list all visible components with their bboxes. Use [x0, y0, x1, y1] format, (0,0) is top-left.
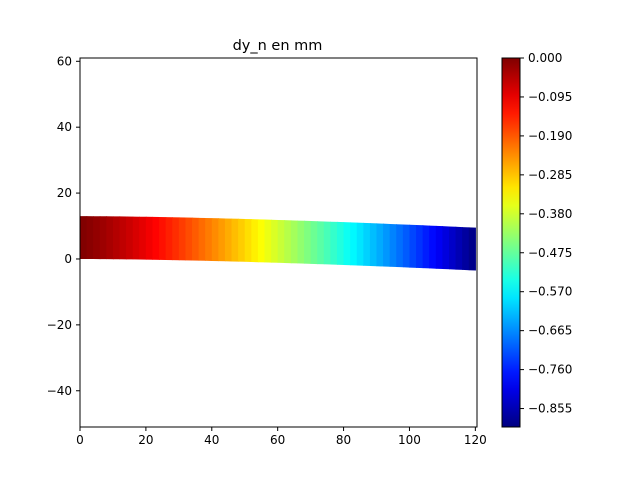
beam-cell — [251, 219, 259, 263]
plot-frame — [79, 57, 478, 428]
beam-cell — [172, 217, 180, 261]
beam-cell — [389, 223, 397, 268]
beam-cell — [277, 219, 285, 263]
x-tick-label: 0 — [76, 433, 84, 447]
beam-cell — [323, 221, 331, 265]
x-tick-label: 120 — [464, 433, 487, 447]
beam-cell — [244, 218, 252, 262]
beam-cell — [376, 223, 384, 267]
beam-cell — [231, 218, 239, 262]
beam-cell — [257, 219, 266, 263]
beam-cell — [178, 217, 187, 261]
y-tick-label: −20 — [47, 318, 72, 332]
beam-cell — [271, 219, 279, 263]
beam-cell — [468, 227, 476, 271]
y-tick-label: −40 — [47, 384, 72, 398]
beam-cell — [112, 216, 121, 260]
colorbar: 0.000 −0.095 −0.190 −0.285 −0.380 −0.475 −0.57… — [501, 51, 572, 428]
beam-cell — [297, 220, 305, 264]
beam-cell — [290, 220, 299, 264]
y-tick-label: 40 — [57, 120, 72, 134]
beam-cell — [363, 222, 371, 266]
beam-cell — [330, 221, 338, 265]
beam-cell — [429, 225, 437, 269]
colorbar-tick-label: −0.475 — [528, 246, 572, 260]
colorbar-ticks: 0.000 −0.095 −0.190 −0.285 −0.380 −0.475 −0.57… — [520, 51, 572, 416]
beam-cell — [198, 217, 206, 261]
plot-area: 0 20 40 60 80 100 120 −40 −20 0 20 40 60 — [47, 54, 487, 447]
y-tick-label: 60 — [57, 54, 72, 68]
beam-cell — [310, 221, 318, 265]
beam-cell — [211, 218, 219, 262]
colorbar-tick-label: −0.285 — [528, 168, 572, 182]
beam-cell — [126, 216, 134, 260]
beam-cell — [132, 216, 140, 260]
colorbar-tick-label: −0.570 — [528, 285, 572, 299]
beam-cell — [304, 220, 312, 264]
beam-cell — [449, 226, 457, 270]
beam-cell — [435, 225, 444, 270]
x-tick-label: 20 — [138, 433, 153, 447]
colorbar-tick-label: −0.380 — [528, 207, 572, 221]
colorbar-gradient — [502, 58, 520, 427]
colorbar-tick-label: −0.190 — [528, 129, 572, 143]
colorbar-tick-label: −0.665 — [528, 324, 572, 338]
beam-cell — [369, 223, 378, 267]
beam-cell — [317, 221, 325, 265]
x-axis: 0 20 40 60 80 100 120 — [76, 427, 487, 447]
beam-cell — [416, 225, 424, 269]
beam-cell — [264, 219, 272, 263]
beam-cell — [383, 223, 391, 267]
chart-title: dy_n en mm — [233, 38, 323, 54]
colorbar-frame — [501, 57, 521, 428]
beam-cell — [205, 217, 213, 261]
y-axis: −40 −20 0 20 40 60 — [47, 54, 80, 398]
beam-cell — [238, 218, 246, 262]
beam-cell — [336, 221, 345, 265]
beam-cell — [455, 226, 463, 270]
beam-cell — [284, 220, 292, 264]
beam-cell — [80, 216, 88, 259]
beam-cell — [139, 216, 147, 260]
x-tick-label: 80 — [336, 433, 351, 447]
beam-cell — [159, 217, 167, 260]
beam-cell — [356, 222, 364, 266]
x-tick-label: 60 — [270, 433, 285, 447]
beam-cell — [350, 222, 358, 266]
beam-cell — [224, 218, 233, 262]
beam-field — [80, 216, 476, 271]
beam-cell — [145, 216, 154, 260]
colorbar-tick-label: 0.000 — [528, 51, 562, 65]
beam-cell — [396, 224, 404, 268]
beam-cell — [442, 226, 450, 270]
beam-cell — [106, 216, 114, 260]
beam-cell — [343, 222, 351, 266]
beam-cell — [152, 216, 160, 260]
beam-cell — [86, 216, 94, 260]
colorbar-tick-label: −0.760 — [528, 363, 572, 377]
beam-cell — [409, 224, 417, 268]
colorbar-tick-label: −0.095 — [528, 90, 572, 104]
x-tick-label: 100 — [398, 433, 421, 447]
x-tick-label: 40 — [204, 433, 219, 447]
y-tick-label: 0 — [64, 252, 72, 266]
beam-cell — [185, 217, 193, 261]
beam-cell — [119, 216, 127, 260]
beam-cell — [218, 218, 226, 262]
beam-cell — [402, 224, 411, 268]
colorbar-tick-label: −0.855 — [528, 402, 572, 416]
beam-cell — [93, 216, 101, 260]
beam-cell — [422, 225, 430, 269]
beam-cell — [99, 216, 107, 260]
y-tick-label: 20 — [57, 186, 72, 200]
beam-cell — [165, 217, 173, 261]
beam-cell — [192, 217, 200, 261]
beam-cell — [462, 227, 470, 271]
